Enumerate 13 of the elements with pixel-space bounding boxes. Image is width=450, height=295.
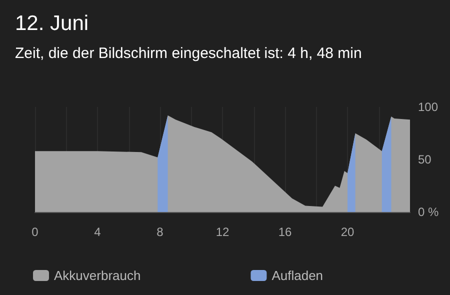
- legend-label: Akkuverbrauch: [54, 268, 141, 283]
- y-tick-label: 0 %: [418, 205, 440, 219]
- x-tick-label: 12: [216, 225, 230, 239]
- x-tick-label: 8: [156, 225, 164, 239]
- x-tick-label: 4: [94, 225, 102, 239]
- chart-title: 12. Juni: [15, 12, 89, 35]
- y-tick-label: 50: [418, 152, 432, 166]
- x-tick-label: 20: [340, 225, 354, 239]
- legend-label: Aufladen: [272, 268, 324, 283]
- x-tick-label: 16: [278, 225, 292, 239]
- y-tick-label: 100: [418, 100, 438, 114]
- chart-subtitle: Zeit, die der Bildschirm eingeschaltet ist: 4 h, 48 min: [15, 45, 362, 62]
- x-tick-label: 0: [32, 225, 39, 239]
